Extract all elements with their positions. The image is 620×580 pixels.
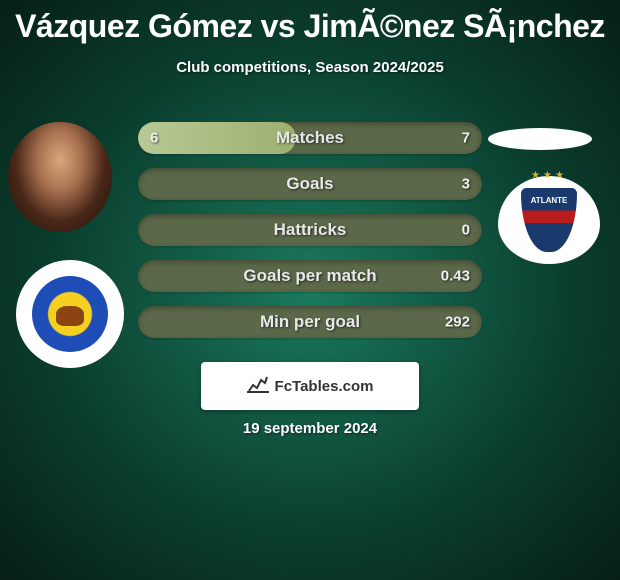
bar-container: 6 Matches 7 [138,122,482,154]
stat-value-right: 0.43 [441,268,470,285]
chart-icon [247,375,269,398]
stat-label: Goals per match [138,266,482,286]
stat-row: Hattricks 0 [138,214,482,246]
bar-fill-left [138,122,296,154]
player-right-avatar [488,128,592,150]
stat-value-right: 0 [462,222,470,239]
stat-value-right: 3 [462,176,470,193]
stat-row: Min per goal 292 [138,306,482,338]
club-right-crest [521,188,577,252]
stat-label: Hattricks [138,220,482,240]
player-left-avatar [8,122,112,232]
club-left-crest [32,276,108,352]
bar-container: Goals 3 [138,168,482,200]
page-title: Vázquez Gómez vs JimÃ©nez SÃ¡nchez [0,0,620,45]
bar-container: Min per goal 292 [138,306,482,338]
stat-label: Goals [138,174,482,194]
club-left-badge [16,260,124,368]
stat-value-right: 7 [462,130,470,147]
stat-row: 6 Matches 7 [138,122,482,154]
stat-bars: 6 Matches 7 Goals 3 Hattricks 0 Goals pe… [138,122,482,352]
stat-label: Min per goal [138,312,482,332]
subtitle: Club competitions, Season 2024/2025 [0,59,620,76]
stat-row: Goals per match 0.43 [138,260,482,292]
attribution-box: FcTables.com [201,362,419,410]
stat-row: Goals 3 [138,168,482,200]
date-label: 19 september 2024 [0,420,620,437]
attribution-text: FcTables.com [275,378,374,395]
stat-value-right: 292 [445,314,470,331]
bar-container: Goals per match 0.43 [138,260,482,292]
club-right-badge [498,176,600,264]
stat-value-left: 6 [150,130,158,147]
bar-container: Hattricks 0 [138,214,482,246]
